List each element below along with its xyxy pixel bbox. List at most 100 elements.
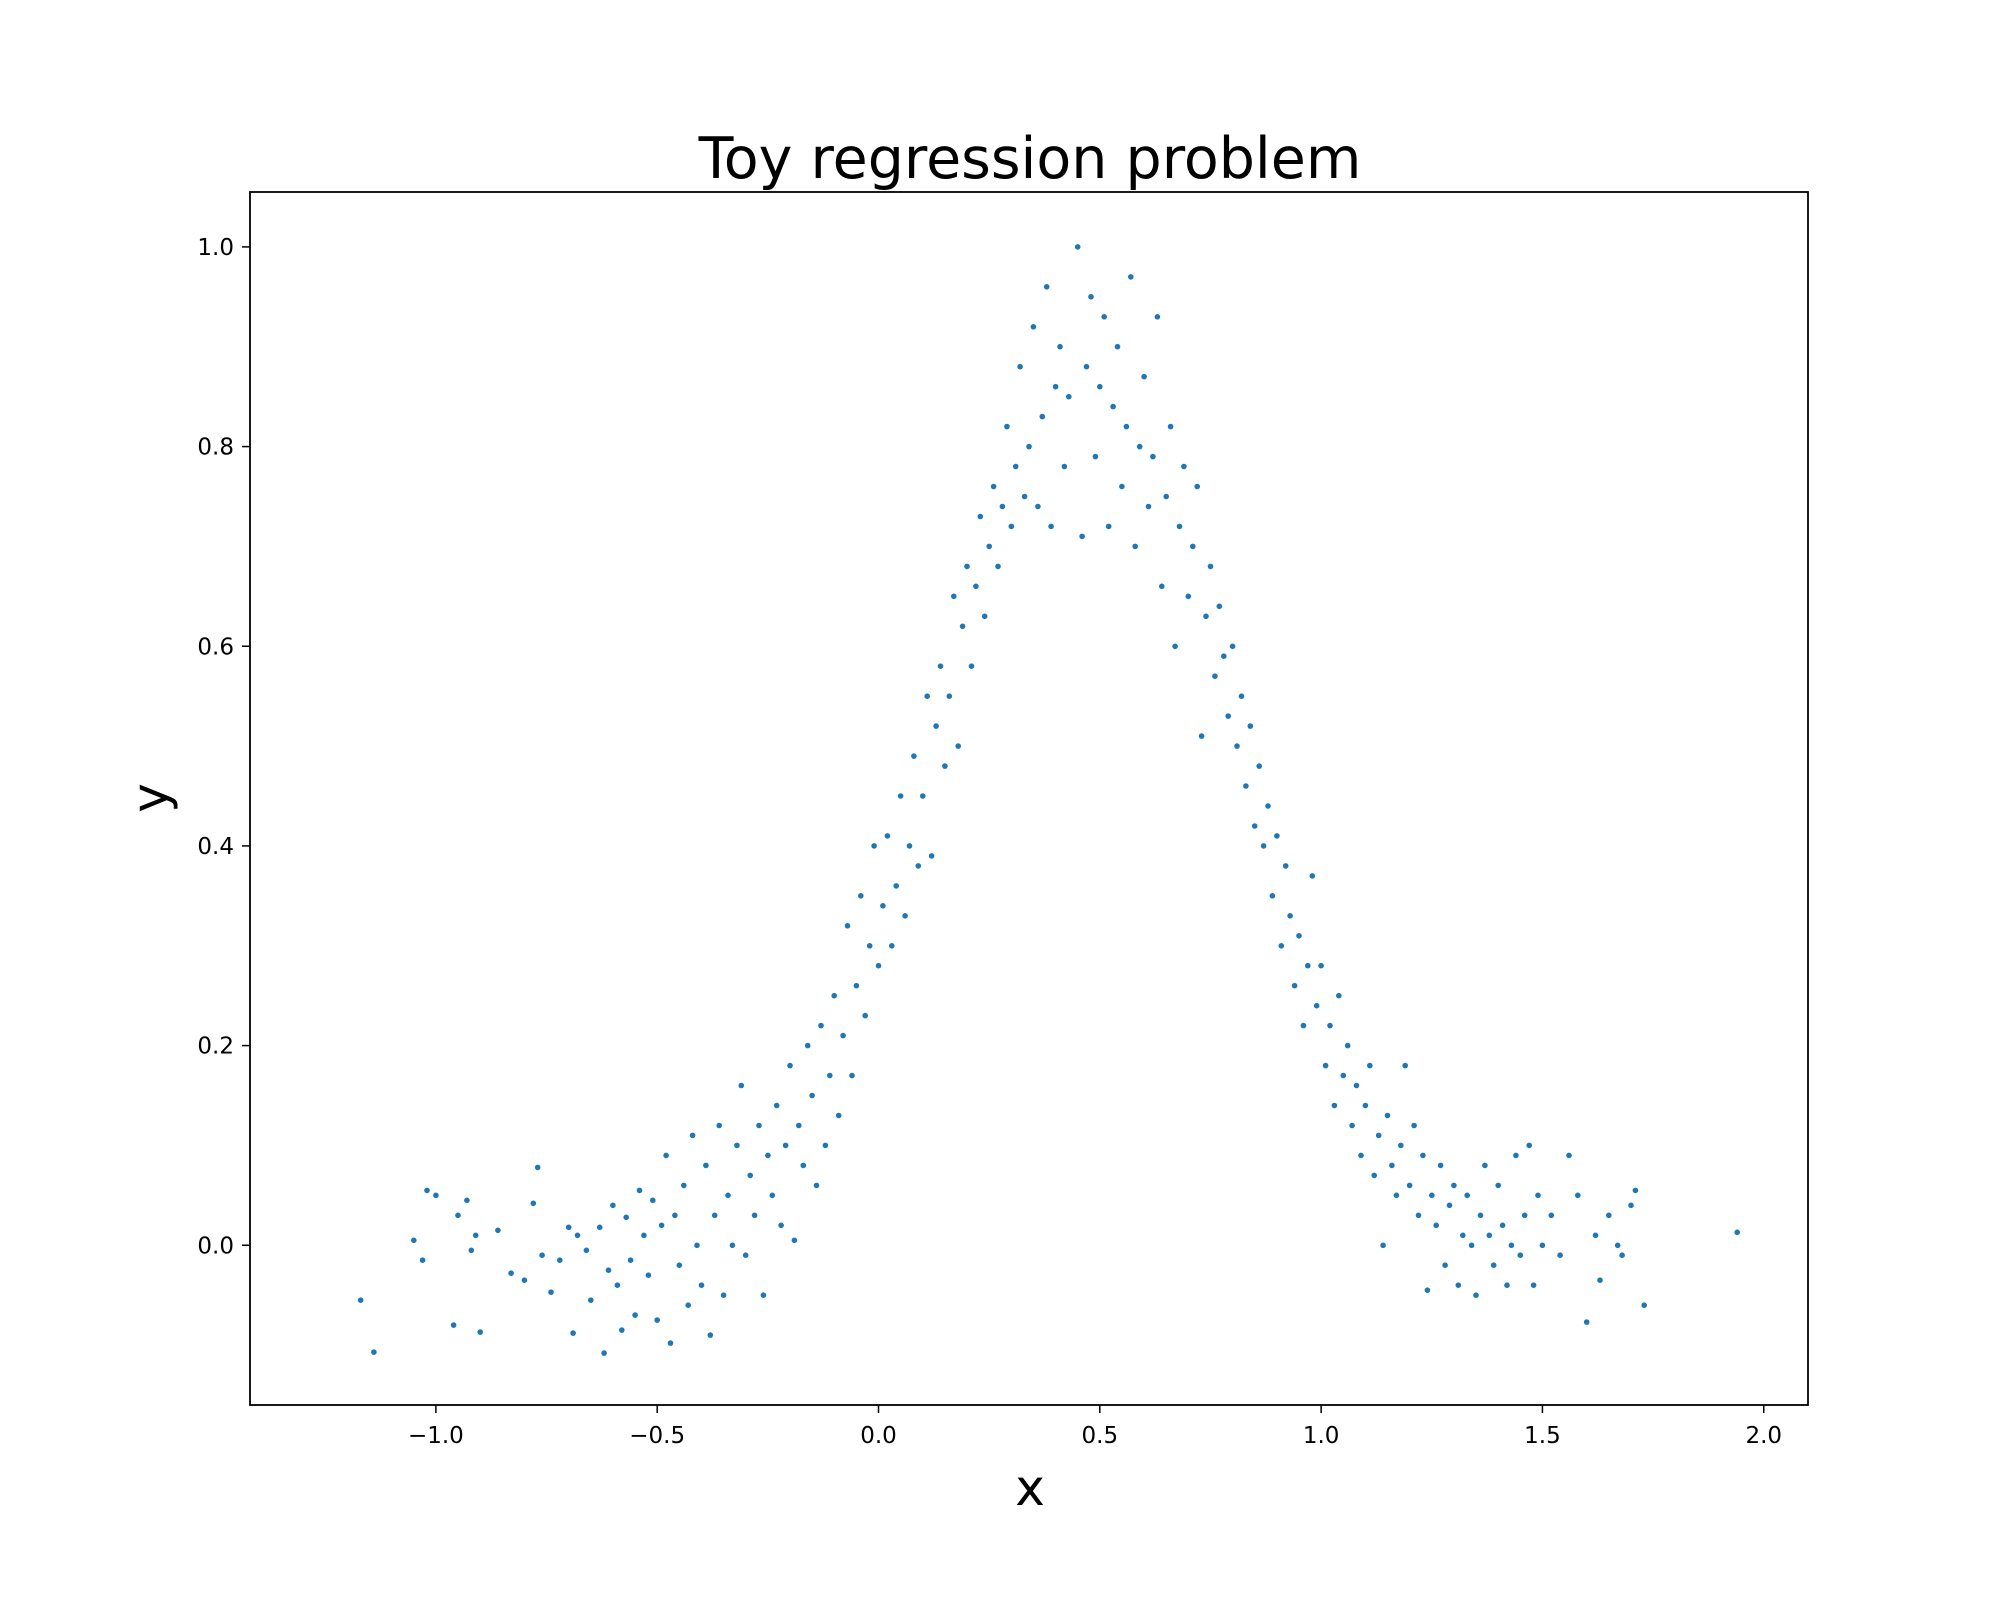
- data-point: [707, 1332, 714, 1338]
- data-point: [1026, 443, 1032, 450]
- data-point: [411, 1237, 417, 1244]
- data-point: [1455, 1282, 1462, 1288]
- x-tick-label: 2.0: [1745, 1423, 1782, 1449]
- data-point: [1371, 1172, 1377, 1179]
- data-point: [694, 1242, 700, 1249]
- data-point: [1473, 1292, 1479, 1298]
- data-point: [1097, 383, 1103, 390]
- data-point: [495, 1227, 501, 1234]
- data-point: [601, 1350, 607, 1356]
- data-point: [703, 1162, 709, 1169]
- data-point: [1274, 833, 1280, 839]
- data-point: [1136, 443, 1143, 450]
- data-point: [1132, 543, 1138, 550]
- data-point: [915, 863, 922, 869]
- data-point: [760, 1292, 767, 1298]
- y-tick-label: 0.8: [197, 435, 234, 461]
- data-point: [1291, 982, 1298, 989]
- data-point: [1460, 1232, 1466, 1239]
- data-point: [1066, 393, 1072, 400]
- data-point: [1575, 1192, 1581, 1199]
- data-point: [959, 623, 966, 630]
- data-point: [1110, 403, 1116, 410]
- data-point: [1145, 503, 1152, 510]
- data-point: [627, 1257, 634, 1263]
- data-point: [1384, 1112, 1391, 1119]
- data-point: [849, 1072, 855, 1079]
- data-point: [574, 1232, 581, 1239]
- data-point: [1181, 463, 1187, 470]
- data-point: [1309, 873, 1316, 879]
- data-point: [880, 903, 886, 909]
- data-point: [906, 843, 913, 849]
- data-point: [1367, 1062, 1373, 1069]
- data-point: [995, 563, 1001, 570]
- data-point: [1008, 523, 1015, 530]
- data-point: [583, 1247, 590, 1254]
- data-point: [1442, 1262, 1448, 1268]
- chart-title: Toy regression problem: [698, 126, 1362, 192]
- data-point: [1234, 743, 1240, 749]
- x-axis: −1.0 −0.5 0.0 0.5 1.0 1.5 2.0: [408, 1405, 1782, 1449]
- data-point: [1389, 1162, 1395, 1169]
- data-point: [928, 853, 935, 859]
- data-point: [884, 833, 891, 839]
- data-point: [1194, 483, 1200, 490]
- data-point: [1052, 383, 1059, 390]
- plot-frame: [249, 191, 1809, 1406]
- data-point: [1331, 1102, 1338, 1109]
- data-point: [1296, 933, 1302, 939]
- data-point: [1632, 1187, 1639, 1194]
- data-point: [986, 543, 992, 550]
- data-point: [809, 1092, 815, 1099]
- data-point: [1172, 643, 1178, 650]
- data-point: [787, 1062, 793, 1069]
- data-point: [1318, 962, 1324, 969]
- x-tick-label: −0.5: [629, 1423, 685, 1449]
- data-point: [1251, 823, 1258, 829]
- data-point: [1513, 1152, 1519, 1159]
- data-point: [371, 1349, 377, 1355]
- data-point: [1225, 713, 1231, 719]
- data-point: [1393, 1192, 1400, 1199]
- data-point: [818, 1022, 824, 1029]
- x-tick-label: 0.5: [1082, 1423, 1119, 1449]
- data-point: [1508, 1242, 1515, 1249]
- data-point: [968, 663, 975, 669]
- data-point: [455, 1212, 461, 1219]
- data-point: [782, 1142, 789, 1149]
- data-point: [747, 1172, 753, 1179]
- data-point: [889, 943, 895, 949]
- data-point: [685, 1302, 691, 1308]
- data-point: [1340, 1072, 1347, 1079]
- data-point: [596, 1224, 603, 1231]
- data-point: [1468, 1242, 1475, 1249]
- data-point: [734, 1142, 740, 1149]
- data-point: [557, 1257, 563, 1263]
- x-tick-label: 1.0: [1303, 1423, 1340, 1449]
- data-point: [1083, 363, 1090, 370]
- data-point: [508, 1270, 514, 1276]
- data-point: [1287, 913, 1293, 919]
- data-point: [1446, 1202, 1453, 1209]
- data-point: [804, 1042, 811, 1049]
- data-point: [1128, 274, 1134, 280]
- data-point: [1411, 1122, 1417, 1129]
- data-point: [858, 893, 864, 899]
- data-point: [1260, 843, 1267, 849]
- x-tick-label: 0.0: [860, 1423, 897, 1449]
- data-point: [835, 1112, 842, 1119]
- data-point: [681, 1182, 687, 1189]
- data-point: [973, 583, 979, 590]
- data-point: [1597, 1277, 1603, 1283]
- data-point: [1557, 1252, 1563, 1258]
- data-point: [464, 1197, 470, 1204]
- data-point: [1123, 423, 1130, 430]
- data-point: [1167, 423, 1174, 430]
- data-point: [636, 1187, 643, 1194]
- data-point: [1362, 1102, 1369, 1109]
- data-point: [1380, 1242, 1386, 1249]
- data-point: [1336, 992, 1342, 999]
- data-point: [1353, 1082, 1360, 1089]
